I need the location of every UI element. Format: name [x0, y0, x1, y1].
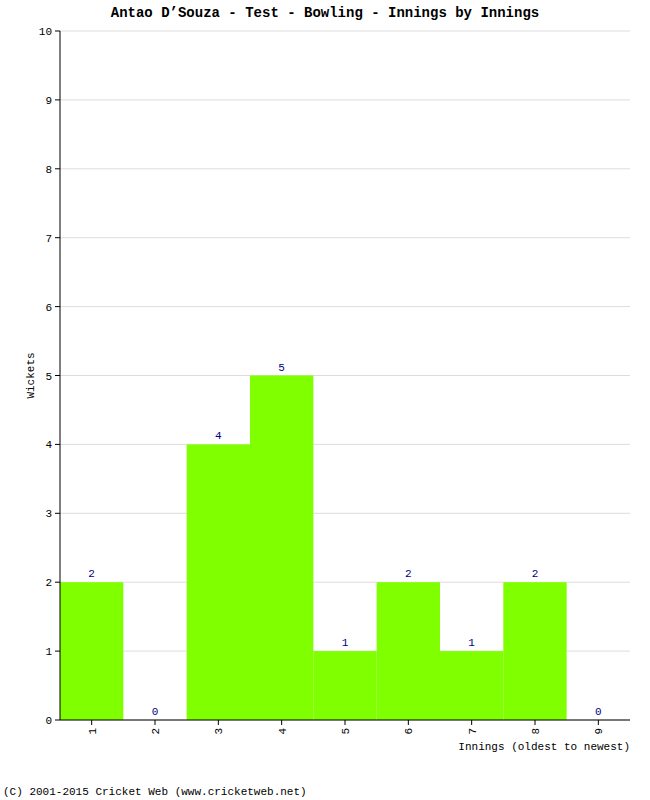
- data-labels: 2 0 4 5 1 2 1 2 0: [88, 362, 601, 719]
- y-axis-line: [60, 31, 61, 720]
- grid-line: [60, 168, 630, 169]
- y-tick-label: 7: [45, 233, 52, 245]
- y-tick: [55, 720, 60, 721]
- data-label: 0: [152, 706, 159, 718]
- x-tick: [281, 720, 282, 725]
- grid-line: [60, 513, 630, 514]
- y-tick-label: 9: [45, 95, 52, 107]
- data-label: 5: [278, 362, 285, 374]
- x-tick-label: 9: [593, 728, 605, 735]
- y-tick-label: 10: [39, 26, 52, 38]
- x-tick-label: 3: [213, 728, 225, 735]
- y-tick-label: 1: [45, 646, 52, 658]
- x-axis: 1 2 3 4 5 6 7 8 9: [87, 720, 606, 735]
- chart-container: Antao D’Souza - Test - Bowling - Innings…: [0, 0, 650, 800]
- x-tick: [598, 720, 599, 725]
- y-tick-label: 0: [45, 715, 52, 727]
- y-tick-label: 2: [45, 577, 52, 589]
- y-tick-label: 4: [45, 439, 52, 451]
- data-label: 1: [468, 637, 475, 649]
- x-tick-label: 5: [340, 728, 352, 735]
- grid-line: [60, 99, 630, 100]
- grid: [60, 31, 630, 720]
- data-label: 2: [405, 568, 412, 580]
- x-tick: [535, 720, 536, 725]
- y-tick-label: 5: [45, 371, 52, 383]
- bar: [377, 582, 440, 720]
- y-tick: [55, 31, 60, 32]
- bar: [313, 651, 376, 720]
- x-tick-label: 7: [467, 728, 479, 735]
- x-tick-label: 8: [530, 728, 542, 735]
- y-tick-label: 8: [45, 164, 52, 176]
- data-label: 1: [342, 637, 349, 649]
- background: [0, 0, 650, 800]
- bars: [60, 376, 567, 721]
- y-tick: [55, 444, 60, 445]
- title: Antao D’Souza - Test - Bowling - Innings…: [111, 5, 539, 21]
- grid-line: [60, 31, 630, 32]
- y-tick: [55, 237, 60, 238]
- x-tick: [91, 720, 92, 725]
- grid-line: [60, 375, 630, 376]
- y-tick-label: 6: [45, 302, 52, 314]
- y-axis: 0 1 2 3 4 5 6 7 8 9 10: [39, 26, 60, 727]
- y-tick: [55, 513, 60, 514]
- y-tick: [55, 582, 60, 583]
- y-tick: [55, 99, 60, 100]
- bar: [503, 582, 566, 720]
- chart-svg: Antao D’Souza - Test - Bowling - Innings…: [0, 0, 650, 800]
- grid-line: [60, 237, 630, 238]
- x-tick-label: 6: [403, 728, 415, 735]
- y-tick: [55, 375, 60, 376]
- y-axis-label: Wickets: [25, 352, 37, 398]
- x-tick-label: 2: [150, 728, 162, 735]
- x-tick-label: 1: [87, 728, 99, 735]
- bar: [60, 582, 123, 720]
- x-axis-label: Innings (oldest to newest): [458, 741, 630, 753]
- bar: [250, 376, 313, 721]
- y-tick-label: 3: [45, 508, 52, 520]
- data-label: 2: [88, 568, 95, 580]
- grid-line: [60, 444, 630, 445]
- y-tick: [55, 306, 60, 307]
- y-tick: [55, 651, 60, 652]
- x-tick: [408, 720, 409, 725]
- x-tick: [155, 720, 156, 725]
- data-label: 0: [595, 706, 602, 718]
- y-tick: [55, 168, 60, 169]
- source: (C) 2001-2015 Cricket Web (www.cricketwe…: [3, 786, 307, 798]
- x-tick: [345, 720, 346, 725]
- bar: [440, 651, 503, 720]
- grid-line: [60, 306, 630, 307]
- x-tick: [471, 720, 472, 725]
- bar: [187, 444, 250, 720]
- data-label: 2: [532, 568, 539, 580]
- x-tick: [218, 720, 219, 725]
- x-tick-label: 4: [277, 728, 289, 735]
- data-label: 4: [215, 430, 222, 442]
